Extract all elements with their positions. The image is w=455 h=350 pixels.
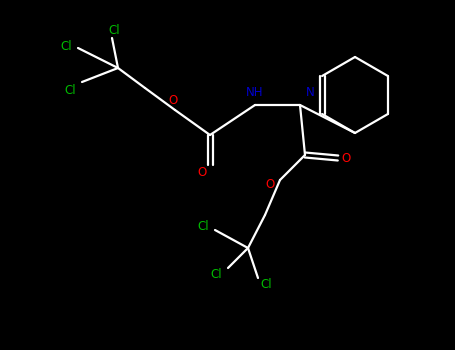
Text: NH: NH <box>246 86 264 99</box>
Text: O: O <box>197 167 207 180</box>
Text: Cl: Cl <box>260 278 272 290</box>
Text: O: O <box>168 93 177 106</box>
Text: N: N <box>306 86 314 99</box>
Text: O: O <box>341 152 351 164</box>
Text: Cl: Cl <box>64 84 76 97</box>
Text: Cl: Cl <box>60 40 72 52</box>
Text: Cl: Cl <box>210 267 222 280</box>
Text: Cl: Cl <box>108 23 120 36</box>
Text: O: O <box>265 177 275 190</box>
Text: Cl: Cl <box>197 219 209 232</box>
